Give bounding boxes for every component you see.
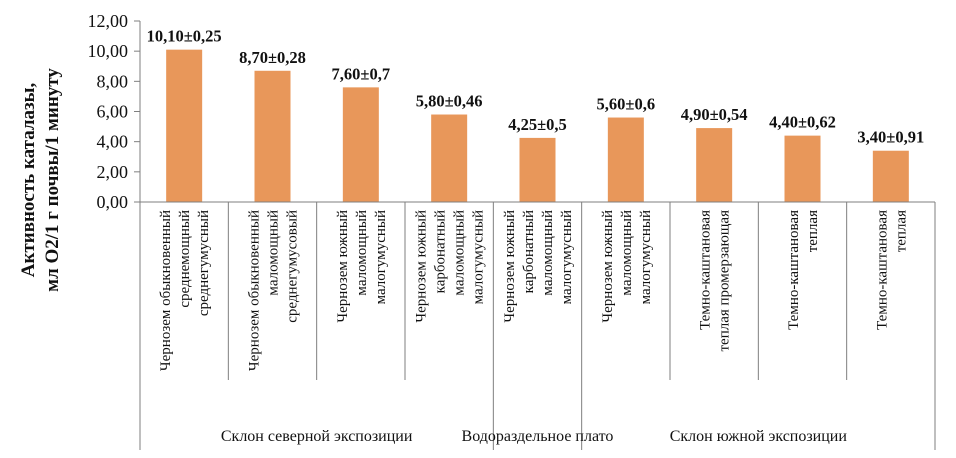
bar <box>607 117 644 202</box>
x-category-label: Чернозем обыкновенный <box>247 210 263 371</box>
x-category-label: малогумусный <box>373 210 389 304</box>
x-category-label: среднегумусовый <box>285 210 301 323</box>
data-label: 4,90±0,54 <box>681 105 748 124</box>
data-label: 4,40±0,62 <box>769 113 836 132</box>
y-tick-label: 12,00 <box>88 11 129 31</box>
x-category-label: Темно-каштановая <box>786 210 802 330</box>
x-category-label: маломощный <box>354 210 370 296</box>
data-label: 4,25±0,5 <box>508 115 567 134</box>
x-category-label: среднемощный <box>177 210 193 308</box>
x-category-label: маломощный <box>540 210 556 296</box>
x-category-label: Чернозем южный <box>335 210 351 323</box>
bar <box>784 135 821 202</box>
data-label: 10,10±0,25 <box>147 27 222 46</box>
bars <box>166 49 909 203</box>
group-labels: Склон северной экспозиции Водораздельное … <box>139 380 936 450</box>
value-labels: 10,10±0,25 8,70±0,28 7,60±0,7 5,80±0,46 4,25… <box>147 27 925 147</box>
x-category-label: среднегумусный <box>196 210 212 316</box>
bar <box>519 137 556 202</box>
y-tick-label: 6,00 <box>97 102 129 122</box>
bar <box>431 114 468 202</box>
y-axis-title-line-2: мл О2/1 г почвы/1 минуту <box>42 68 63 292</box>
x-category-label: Чернозем южный <box>414 210 430 323</box>
x-category-label: карбонатный <box>521 210 537 293</box>
data-label: 7,60±0,7 <box>332 64 391 83</box>
x-category-label: Темно-каштановая <box>874 210 890 330</box>
x-category-label: Чернозем обыкновенный <box>158 210 174 371</box>
group-label: Склон северной экспозиции <box>221 428 413 445</box>
group-label: Склон южной экспозиции <box>670 428 848 445</box>
group-label: Водораздельное плато <box>462 428 614 445</box>
x-axis: Чернозем обыкновенный среднемощный среднег… <box>139 201 936 380</box>
x-category-label: малогумусный <box>559 210 575 304</box>
x-category-label: карбонатный <box>433 210 449 293</box>
x-category-label: малогумусный <box>471 210 487 304</box>
bar <box>166 49 203 203</box>
y-tick-label: 10,00 <box>88 41 129 61</box>
bar <box>342 87 379 202</box>
data-label: 5,80±0,46 <box>416 92 483 111</box>
data-label: 8,70±0,28 <box>239 48 306 67</box>
x-category-label: теплая промерзающая <box>717 210 733 352</box>
x-category-label: теплая <box>805 210 821 252</box>
bar <box>872 150 909 202</box>
y-axis-title-line-1: Активность каталазы, <box>18 83 39 278</box>
x-category-label: маломощный <box>266 210 282 296</box>
x-category-label: малогумусный <box>638 210 654 304</box>
bar <box>254 70 291 203</box>
y-tick-label: 2,00 <box>97 162 129 182</box>
y-tick-label: 0,00 <box>97 192 129 212</box>
bar <box>696 128 733 202</box>
data-label: 5,60±0,6 <box>597 95 656 114</box>
y-tick-label: 4,00 <box>97 132 129 152</box>
y-axis: 0,00 2,00 4,00 6,00 8,00 10,00 12,00 <box>88 11 141 212</box>
x-category-label: маломощный <box>452 210 468 296</box>
x-category-label: Чернозем южный <box>600 210 616 323</box>
y-axis-title: Активность каталазы, мл О2/1 г почвы/1 м… <box>18 68 63 292</box>
data-label: 3,40±0,91 <box>857 128 924 147</box>
y-tick-label: 8,00 <box>97 71 129 91</box>
x-category-label: маломощный <box>619 210 635 296</box>
x-category-label: Чернозем южный <box>502 210 518 323</box>
x-category-label: теплая <box>893 210 909 252</box>
x-category-label: Темно-каштановая <box>698 210 714 330</box>
